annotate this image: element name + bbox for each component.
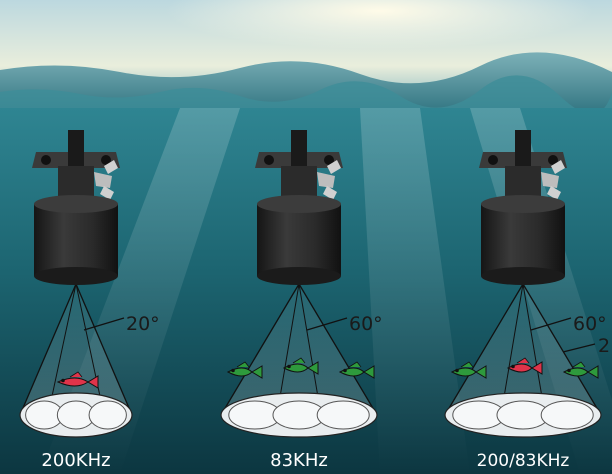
bracket-hole	[488, 155, 498, 165]
beam-edge	[220, 283, 300, 416]
fish-icon	[450, 361, 487, 379]
angle-leader	[306, 317, 348, 331]
wing-nut	[94, 172, 112, 188]
fish-tail	[475, 365, 487, 379]
bracket-hinge	[505, 166, 541, 196]
transducer-bottom	[257, 267, 341, 285]
frequency-label: 200/83KHz	[477, 451, 570, 471]
transducer-unit: 60° 83KHz	[220, 130, 383, 471]
fish-icon	[338, 361, 375, 379]
fish-eye	[455, 368, 459, 373]
beam-angle-label: 2	[598, 335, 610, 357]
footprint-lobe	[316, 400, 370, 430]
bracket-hole	[264, 155, 274, 165]
beam-edge	[19, 283, 77, 416]
beam-angle-label: 20°	[126, 313, 160, 335]
bracket-hinge	[58, 166, 94, 196]
fish-icon	[562, 361, 599, 379]
wing-nut	[317, 172, 335, 188]
bracket-hole	[101, 155, 111, 165]
fish-fin	[69, 371, 83, 378]
beam-cone	[221, 284, 377, 415]
wing-nut-wings	[323, 160, 341, 200]
fish-fin	[460, 361, 474, 368]
bracket-hole	[548, 155, 558, 165]
angle-leader	[562, 343, 596, 353]
fish-tail	[587, 365, 599, 379]
bracket-hole	[324, 155, 334, 165]
fish-icon	[282, 357, 319, 375]
angle-leader	[83, 317, 125, 331]
transducer-top	[481, 195, 565, 213]
bracket-hinge	[281, 166, 317, 196]
transducer-body	[34, 204, 118, 276]
beam-angle-label: 60°	[573, 313, 607, 335]
fish-fin	[572, 361, 586, 368]
beam-inner-line	[75, 283, 105, 416]
fish-fin	[348, 361, 362, 368]
surface-wave	[0, 75, 612, 115]
fish-tail	[531, 361, 543, 375]
beam-angle-label: 60°	[349, 313, 383, 335]
wing-nut	[541, 172, 559, 188]
fish-eye	[61, 378, 65, 383]
fish-icon	[226, 361, 263, 379]
frequency-label: 83KHz	[270, 450, 328, 471]
fish-fin	[292, 357, 306, 364]
fish-tail	[87, 375, 99, 389]
fish-fin	[236, 361, 250, 368]
transducer-body	[257, 204, 341, 276]
beam-cone	[20, 284, 132, 415]
transducer-top	[257, 195, 341, 213]
fish-icon	[506, 357, 543, 375]
fish-eye	[343, 368, 347, 373]
transducer-bottom	[34, 267, 118, 285]
fish-fin	[516, 357, 530, 364]
transducer-bottom	[481, 267, 565, 285]
frequency-label: 200KHz	[41, 450, 110, 471]
light-ray	[360, 108, 470, 474]
beam-edge	[75, 283, 133, 416]
fish-eye	[511, 364, 515, 369]
transducer-top	[34, 195, 118, 213]
beam-cone	[445, 284, 601, 415]
fish-eye	[287, 364, 291, 369]
fish-icon	[56, 371, 99, 389]
footprint-lobe	[540, 400, 594, 430]
beam-inner-line	[47, 283, 77, 416]
beam-edge	[522, 283, 602, 416]
wing-nut-wings	[100, 160, 118, 200]
wing-nut-wings	[547, 160, 565, 200]
footprint-lobe	[88, 400, 127, 430]
fish-tail	[251, 365, 263, 379]
angle-leader	[530, 317, 572, 331]
fish-tail	[363, 365, 375, 379]
transducer-unit: 60°2 200/83KHz	[444, 130, 610, 471]
fish-eye	[231, 368, 235, 373]
transducer-body	[481, 204, 565, 276]
fish-tail	[307, 361, 319, 375]
bracket-hole	[41, 155, 51, 165]
beam-edge	[444, 283, 524, 416]
fish-eye	[567, 368, 571, 373]
transducer-unit: 20° 200KHz	[19, 130, 160, 471]
beam-edge	[298, 283, 378, 416]
